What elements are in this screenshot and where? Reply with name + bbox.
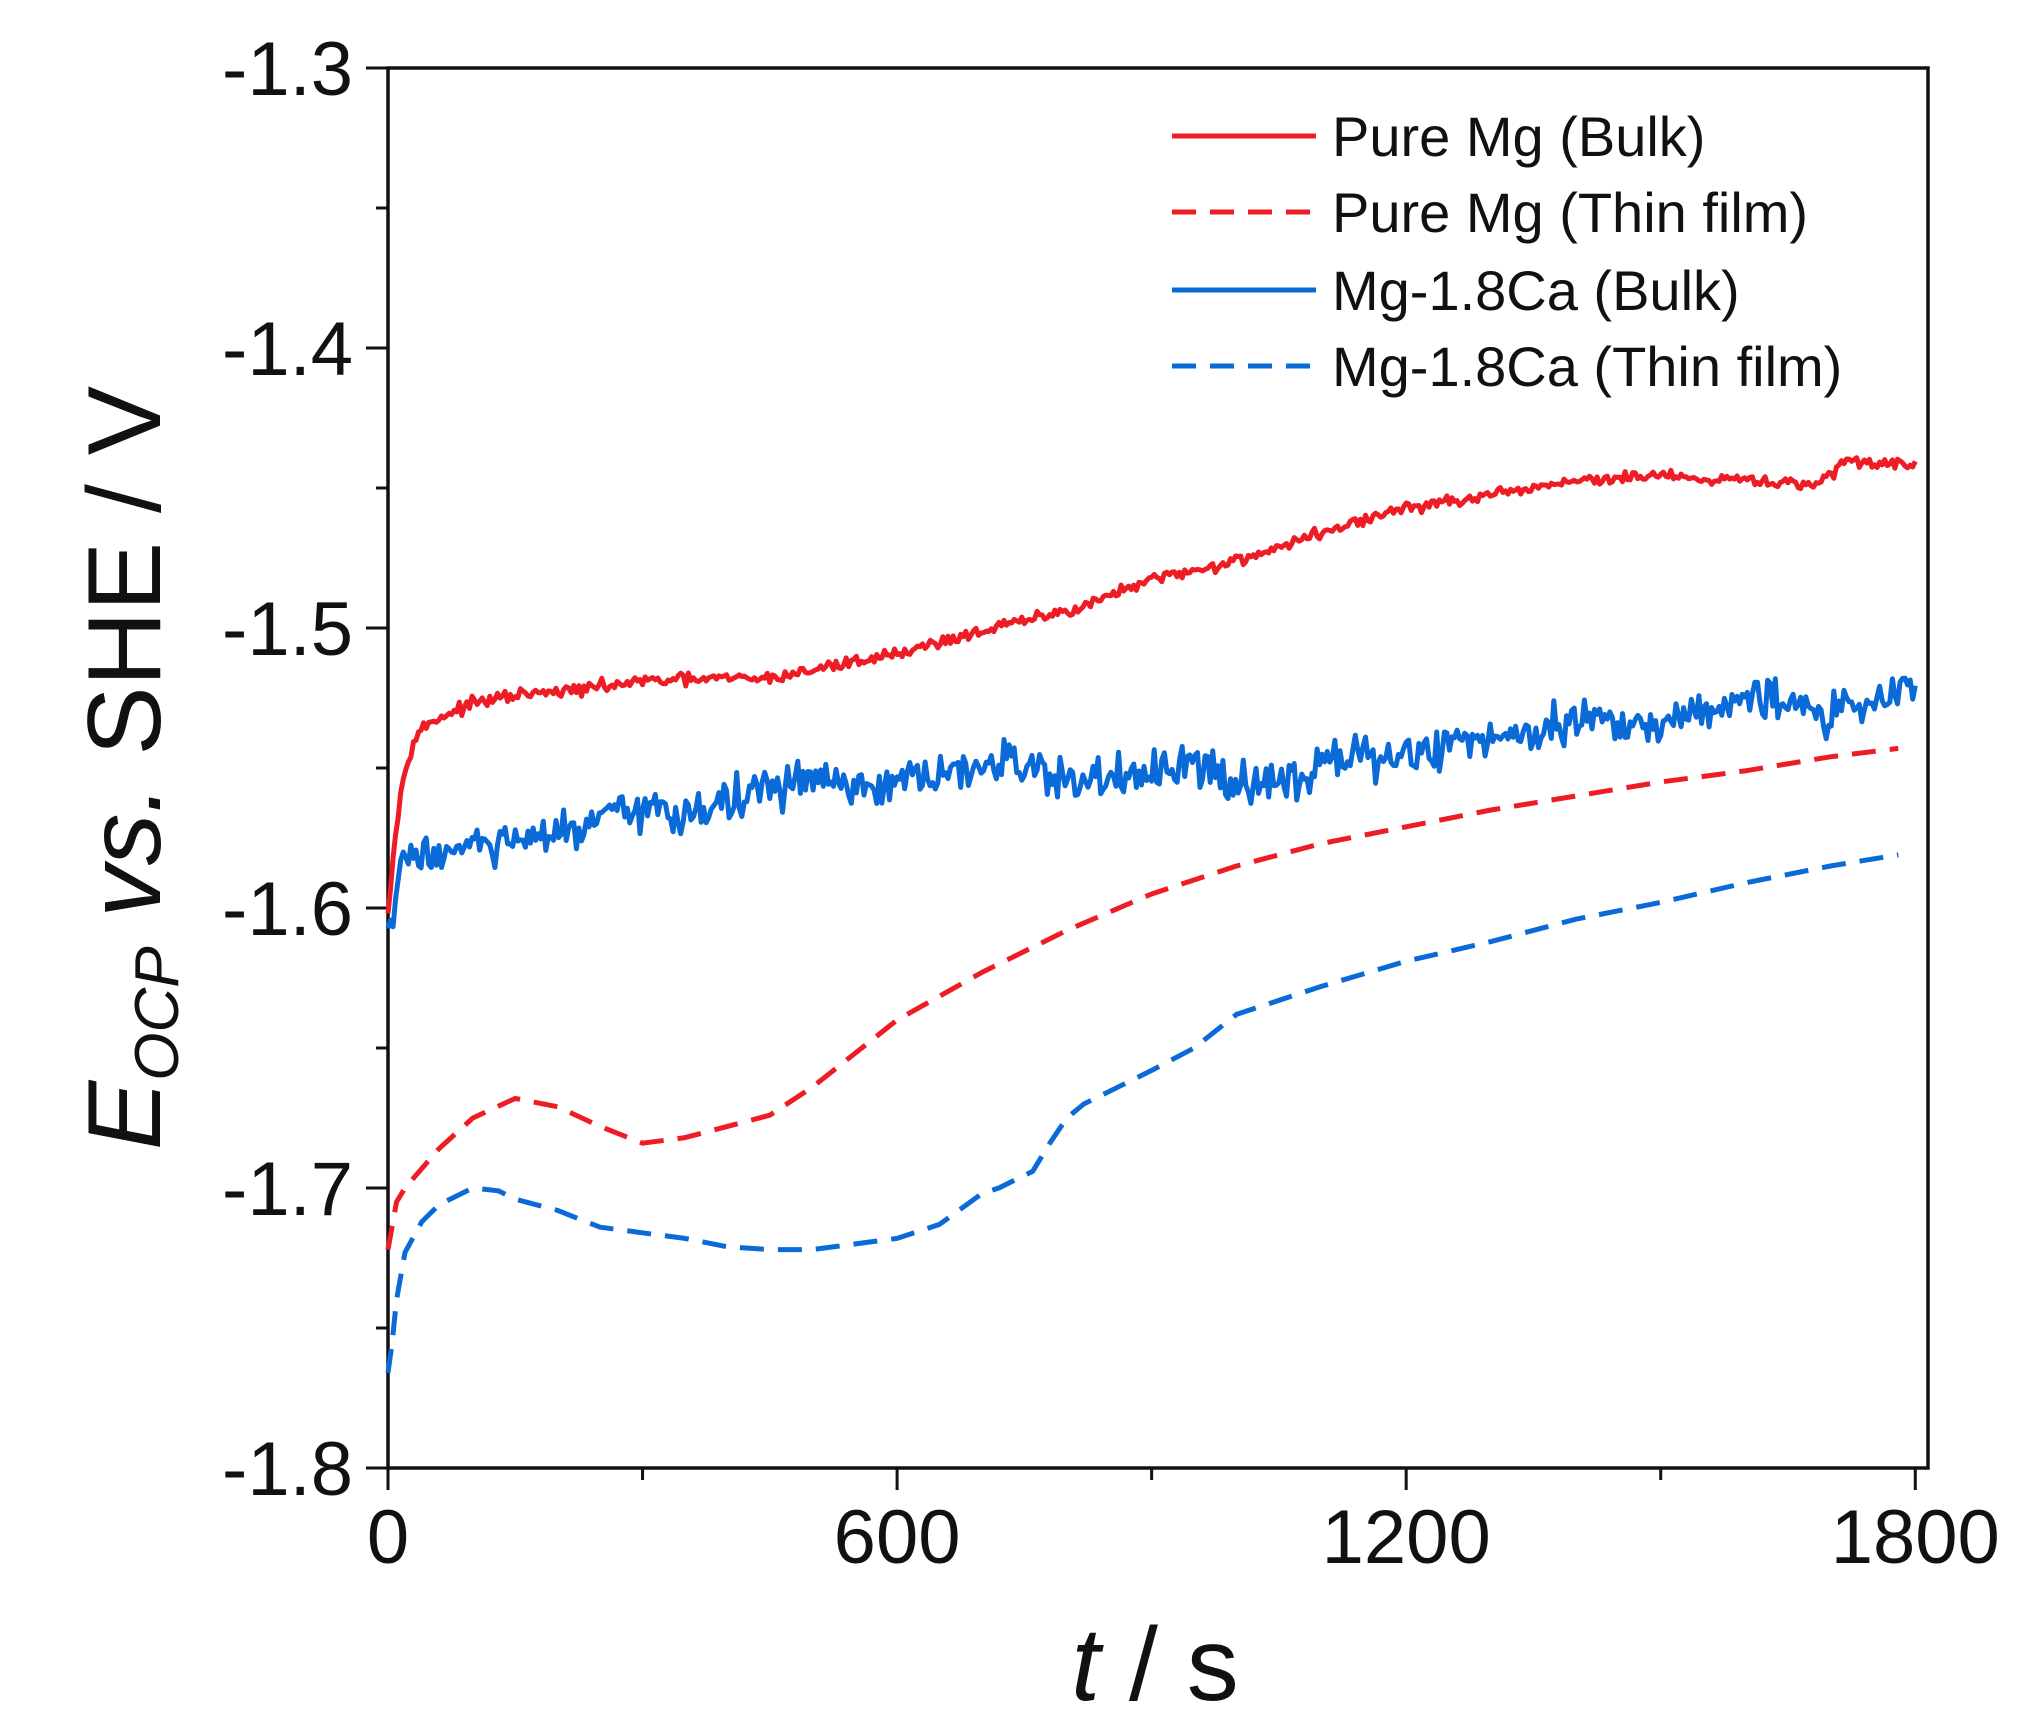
series-line <box>385 852 1899 1374</box>
x-axis-title: t / s <box>1071 1607 1239 1723</box>
y-axis-vs: vs. <box>67 785 183 947</box>
y-axis-title: EOCP vs. SHE / V <box>67 386 192 1150</box>
y-axis-variable: E <box>67 1079 183 1150</box>
series-line <box>385 675 1918 930</box>
y-axis-subscript: OCP <box>123 946 192 1080</box>
legend-label: Pure Mg (Bulk) <box>1332 105 1705 168</box>
series-line <box>385 745 1899 1251</box>
x-axis-separator: / <box>1100 1607 1187 1723</box>
y-tick-label: -1.4 <box>222 307 353 392</box>
data-series <box>385 455 1918 1374</box>
y-tick-label: -1.5 <box>222 587 353 672</box>
legend-label: Pure Mg (Thin film) <box>1332 181 1808 244</box>
x-tick-label: 0 <box>367 1495 409 1580</box>
series-line <box>385 455 1918 914</box>
y-tick-label: -1.3 <box>222 27 353 112</box>
y-tick-label: -1.7 <box>222 1147 353 1232</box>
axis-ticks: 0 600 1200 1800 -1.3 -1.4 -1.5 -1.6 -1.7 -1.8 <box>222 27 2000 1580</box>
legend: Pure Mg (Bulk) Pure Mg (Thin film) Mg-1.8C… <box>1172 105 1842 398</box>
legend-label: Mg-1.8Ca (Thin film) <box>1332 335 1842 398</box>
x-axis-unit: s <box>1187 1607 1239 1723</box>
x-tick-label: 1800 <box>1831 1495 2000 1580</box>
y-axis-rest: SHE / V <box>67 386 183 785</box>
x-axis-variable: t <box>1071 1607 1104 1723</box>
y-tick-label: -1.6 <box>222 867 353 952</box>
legend-label: Mg-1.8Ca (Bulk) <box>1332 259 1740 322</box>
x-tick-label: 1200 <box>1322 1495 1491 1580</box>
y-tick-label: -1.8 <box>222 1427 353 1512</box>
x-tick-label: 600 <box>834 1495 961 1580</box>
